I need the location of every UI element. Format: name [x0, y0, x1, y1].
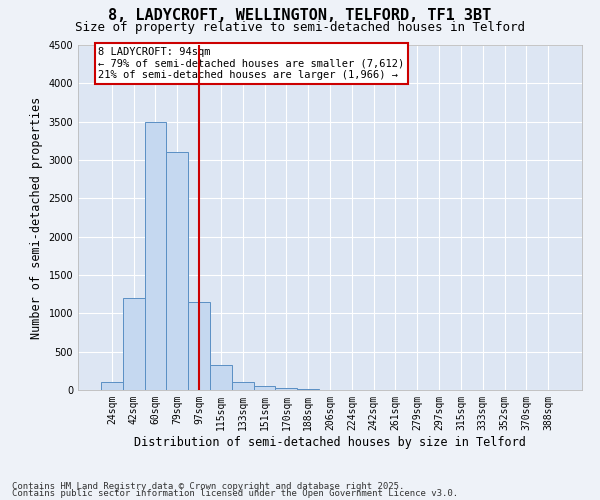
Text: 8 LADYCROFT: 94sqm
← 79% of semi-detached houses are smaller (7,612)
21% of semi: 8 LADYCROFT: 94sqm ← 79% of semi-detache… [98, 46, 404, 80]
Bar [232, 382, 254, 390]
Bar [145, 122, 166, 390]
Bar [101, 382, 123, 390]
Text: Size of property relative to semi-detached houses in Telford: Size of property relative to semi-detach… [75, 21, 525, 34]
Bar [123, 298, 145, 390]
Bar [297, 389, 319, 390]
Y-axis label: Number of semi-detached properties: Number of semi-detached properties [30, 96, 43, 338]
Bar [166, 152, 188, 390]
Bar [254, 386, 275, 390]
Bar [275, 388, 297, 390]
Text: Contains HM Land Registry data © Crown copyright and database right 2025.: Contains HM Land Registry data © Crown c… [12, 482, 404, 491]
X-axis label: Distribution of semi-detached houses by size in Telford: Distribution of semi-detached houses by … [134, 436, 526, 448]
Text: 8, LADYCROFT, WELLINGTON, TELFORD, TF1 3BT: 8, LADYCROFT, WELLINGTON, TELFORD, TF1 3… [109, 8, 491, 22]
Bar [188, 302, 210, 390]
Bar [210, 364, 232, 390]
Text: Contains public sector information licensed under the Open Government Licence v3: Contains public sector information licen… [12, 490, 458, 498]
